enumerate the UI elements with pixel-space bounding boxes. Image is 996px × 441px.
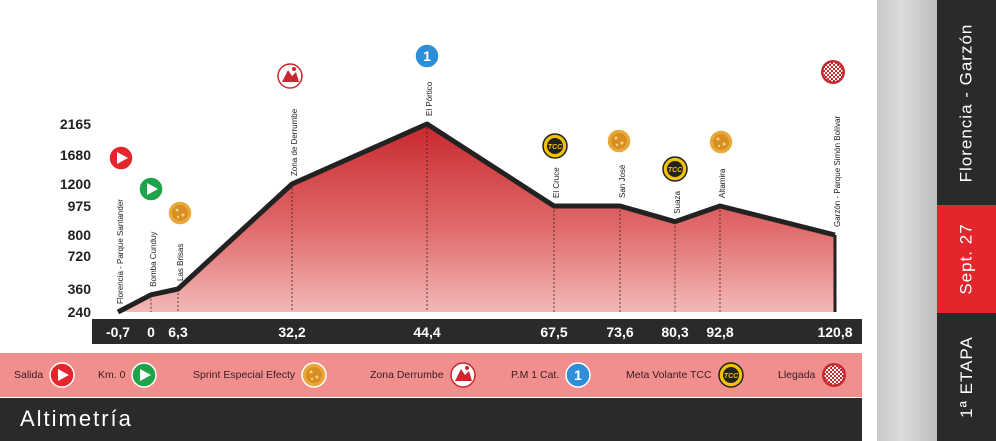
- route-block: Florencia - Garzón: [937, 0, 996, 205]
- date-block: Sept. 27: [937, 205, 996, 313]
- legend-label: Salida: [14, 369, 44, 381]
- legend-label: Km. 0: [98, 369, 126, 381]
- sprint-icon: [301, 362, 327, 388]
- legend-item-derrumbe: Zona Derrumbe: [370, 353, 476, 397]
- y-tick-label: 240: [68, 304, 92, 320]
- km0-icon: [131, 362, 158, 388]
- x-axis-band: [92, 319, 862, 344]
- y-tick-label: 360: [68, 281, 92, 297]
- sprint-icon: [167, 200, 193, 226]
- x-tick-label: 80,3: [661, 324, 688, 340]
- legend: Salida Km. 0 Sprint Especial Efecty Zona…: [0, 353, 862, 397]
- location-label: Bomba Cunduy: [149, 232, 158, 287]
- sprint-icon: [606, 128, 632, 154]
- x-tick-label: 0: [147, 324, 155, 340]
- date-label: Sept. 27: [956, 223, 976, 295]
- legend-item-tcc: Meta Volante TCC TCC: [626, 353, 744, 397]
- y-tick-label: 1200: [60, 176, 91, 192]
- km0-icon: [138, 176, 164, 202]
- legend-label: Zona Derrumbe: [370, 369, 444, 381]
- svg-text:1: 1: [423, 48, 431, 64]
- tcc-icon: TCC: [662, 156, 688, 182]
- salida-icon: [49, 362, 75, 388]
- salida-icon: [108, 145, 134, 171]
- pm1-icon: 1: [565, 362, 591, 388]
- x-tick-label: 92,8: [706, 324, 733, 340]
- legend-item-llegada: Llegada: [778, 353, 847, 397]
- elevation-chart: 240 360 720 800 975 1200 1680 2165 -0,7 0 6,3 32,2 4…: [60, 43, 862, 344]
- location-label: Zona de Derrumbe: [290, 108, 299, 176]
- y-tick-label: 1680: [60, 147, 91, 163]
- location-label: San José: [618, 164, 627, 198]
- elevation-line: [116, 121, 836, 315]
- legend-label: Sprint Especial Efecty: [193, 369, 296, 381]
- location-label: Suaza: [673, 190, 682, 213]
- x-tick-label: 73,6: [606, 324, 633, 340]
- location-label: Altamira: [718, 168, 727, 198]
- legend-label: Llegada: [778, 369, 816, 381]
- x-tick-label: 67,5: [540, 324, 567, 340]
- location-label: El Pórtico: [425, 81, 434, 116]
- llegada-icon: [822, 363, 847, 387]
- stage-block: 1ª ETAPA: [937, 313, 996, 441]
- svg-text:TCC: TCC: [548, 144, 563, 151]
- y-tick-label: 800: [68, 227, 92, 243]
- pm1-icon: 1: [414, 43, 440, 69]
- llegada-icon: [821, 60, 845, 84]
- x-tick-label: -0,7: [106, 324, 130, 340]
- legend-item-sprint: Sprint Especial Efecty: [193, 353, 327, 397]
- y-tick-label: 975: [68, 198, 92, 214]
- y-tick-label: 720: [68, 248, 92, 264]
- derrumbe-icon: [277, 63, 303, 89]
- legend-item-km0: Km. 0: [98, 353, 158, 397]
- page-title: Altimetría: [20, 406, 133, 431]
- tcc-icon: TCC: [717, 362, 744, 388]
- y-tick-label: 2165: [60, 116, 91, 132]
- legend-item-salida: Salida: [14, 353, 75, 397]
- location-label: Garzón - Parque Simón Bolívar: [833, 116, 842, 227]
- svg-text:1: 1: [574, 367, 582, 383]
- derrumbe-icon: [449, 362, 476, 388]
- elevation-area: [118, 124, 835, 312]
- tcc-icon: TCC: [542, 133, 568, 159]
- stage-label: 1ª ETAPA: [956, 336, 976, 418]
- svg-text:TCC: TCC: [668, 167, 683, 174]
- svg-text:TCC: TCC: [723, 373, 738, 380]
- location-label: Las Brisas: [176, 244, 185, 281]
- sprint-icon: [708, 129, 734, 155]
- legend-item-pm1: P.M 1 Cat. 1: [511, 353, 591, 397]
- divider-strip: [877, 0, 937, 441]
- legend-label: Meta Volante TCC: [626, 369, 712, 381]
- legend-label: P.M 1 Cat.: [511, 369, 560, 381]
- x-tick-label: 44,4: [413, 324, 440, 340]
- title-bar: Altimetría: [0, 398, 862, 441]
- side-panel: Florencia - Garzón Sept. 27 1ª ETAPA: [937, 0, 996, 441]
- x-tick-label: 120,8: [817, 324, 852, 340]
- x-tick-label: 6,3: [168, 324, 188, 340]
- location-label: Florencia - Parque Santander: [116, 199, 125, 304]
- location-label: El Cruce: [552, 167, 561, 198]
- x-tick-label: 32,2: [278, 324, 305, 340]
- route-label: Florencia - Garzón: [956, 23, 976, 182]
